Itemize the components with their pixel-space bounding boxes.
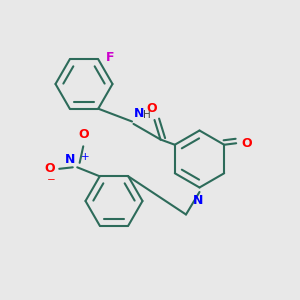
Text: O: O xyxy=(78,128,88,141)
Text: O: O xyxy=(146,102,157,115)
Text: −: − xyxy=(47,176,56,185)
Text: N: N xyxy=(65,153,76,166)
Text: N: N xyxy=(134,107,144,120)
Text: +: + xyxy=(81,152,89,162)
Text: H: H xyxy=(143,110,151,120)
Text: F: F xyxy=(106,51,114,64)
Text: N: N xyxy=(193,194,203,207)
Text: O: O xyxy=(44,162,55,175)
Text: O: O xyxy=(242,137,252,150)
